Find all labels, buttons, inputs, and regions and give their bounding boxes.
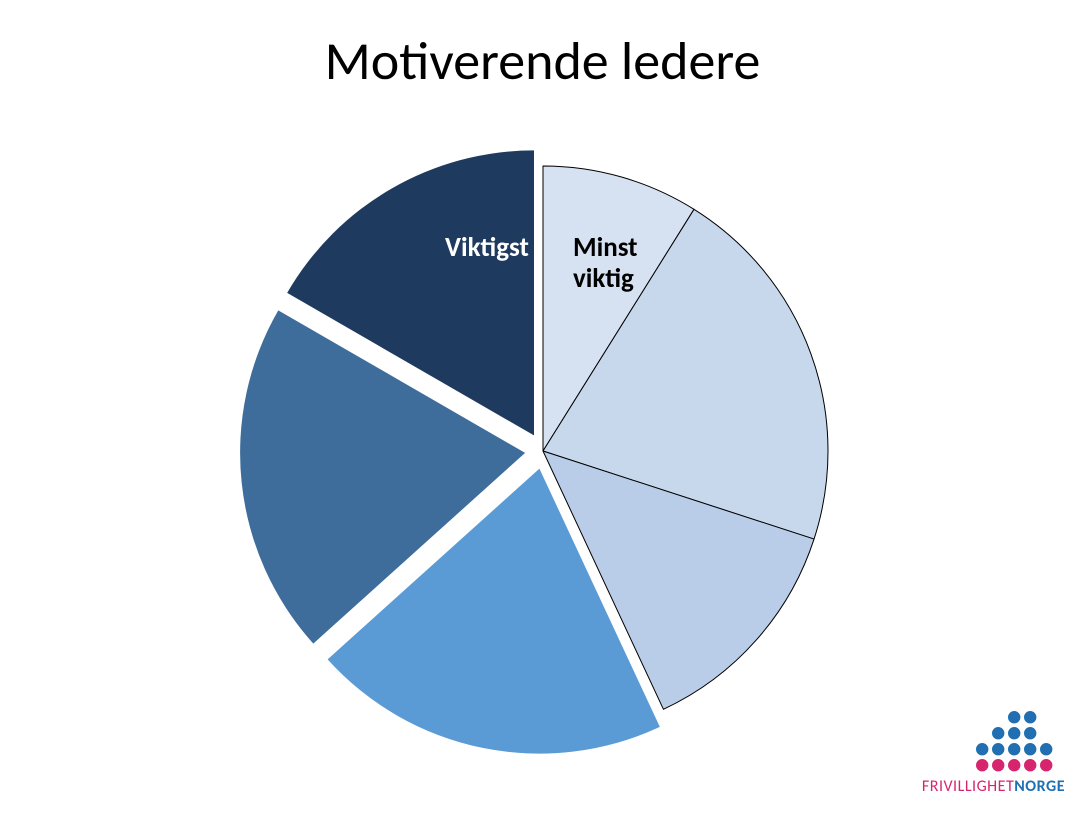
logo-word-1: FRIVILLIGHET [922, 777, 1014, 796]
logo-dot [992, 727, 1004, 739]
pie-chart: Viktigst Minstviktig [232, 140, 854, 767]
pie-label: Minstviktig [573, 231, 638, 295]
logo-dot [1040, 759, 1052, 771]
logo-dot [1008, 759, 1020, 771]
logo-text: FRIVILLIGHETNORGE [922, 777, 1065, 796]
title-text: Motiverende ledere [325, 28, 761, 94]
logo-dot [1024, 759, 1036, 771]
logo-dot [992, 759, 1004, 771]
logo-dot [976, 743, 988, 755]
logo-dot [992, 743, 1004, 755]
logo-word-2: NORGE [1014, 777, 1065, 796]
brand-logo: FRIVILLIGHETNORGE [922, 709, 1065, 796]
logo-dot [976, 759, 988, 771]
logo-dot [1024, 711, 1036, 723]
pie-label: Viktigst [445, 231, 529, 264]
page-title: Motiverende ledere [0, 28, 1085, 94]
logo-dot [1008, 711, 1020, 723]
logo-dot [1024, 727, 1036, 739]
logo-dot [1008, 743, 1020, 755]
logo-dot [1008, 727, 1020, 739]
logo-dot [1024, 743, 1036, 755]
logo-dot [1040, 743, 1052, 755]
logo-dots-icon [974, 709, 1054, 773]
pie-svg: Viktigst Minstviktig [232, 140, 854, 762]
